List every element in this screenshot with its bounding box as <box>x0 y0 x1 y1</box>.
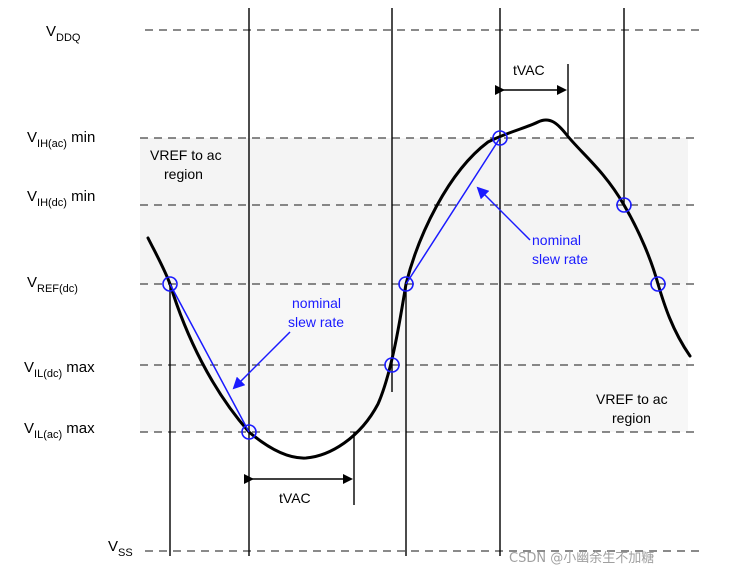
slew-left-label-line1: nominal <box>292 295 341 311</box>
marker-vih-ac <box>492 130 508 146</box>
marker-vref-mid <box>398 276 414 292</box>
vertical-lines <box>169 8 625 556</box>
marker-vref-right <box>650 276 666 292</box>
marker-vih-dc <box>616 197 632 213</box>
region-top-label-line2: region <box>164 166 203 182</box>
crossing-markers <box>162 130 666 440</box>
watermark: CSDN @小幽余生不加糖 <box>509 550 654 566</box>
label-vss: VSS <box>108 538 133 559</box>
signal-curve <box>146 118 692 460</box>
slew-pointer-right <box>476 186 531 241</box>
slew-left-label-line2: slew rate <box>288 314 344 330</box>
marker-vref-left <box>162 276 178 292</box>
slew-pointer-left <box>232 331 291 390</box>
label-vddq: VDDQ <box>46 23 81 44</box>
slew-line-right <box>405 137 501 285</box>
label-vih-ac: VIH(ac) min <box>27 129 95 150</box>
marker-vil-ac <box>241 424 257 440</box>
region-bottom-shade <box>140 284 688 432</box>
tvac-top-label: tVAC <box>513 62 545 78</box>
region-top-shade <box>140 138 688 284</box>
marker-vil-dc <box>384 357 400 373</box>
region-bottom-label-line2: region <box>612 410 651 426</box>
label-vih-dc: VIH(dc) min <box>27 188 95 209</box>
slew-right-label-line1: nominal <box>532 232 581 248</box>
slew-right-label-line2: slew rate <box>532 251 588 267</box>
region-top-label-line1: VREF to ac <box>150 147 222 163</box>
label-vil-dc: VIL(dc) max <box>24 359 95 380</box>
reference-lines <box>140 29 700 552</box>
region-bottom-label-line1: VREF to ac <box>596 391 668 407</box>
tvac-bottom-label: tVAC <box>279 490 311 506</box>
label-vref-dc: VREF(dc) <box>27 274 78 295</box>
label-vil-ac: VIL(ac) max <box>24 420 95 441</box>
slew-line-left <box>169 283 250 433</box>
